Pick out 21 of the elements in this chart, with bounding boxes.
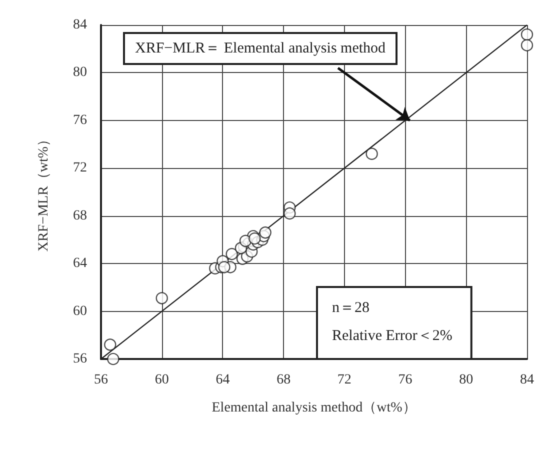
x-tick-label: 64 [216, 372, 230, 388]
x-tick-label: 76 [398, 372, 412, 388]
x-tick-label: 60 [154, 372, 169, 388]
y-tick-label: 64 [73, 256, 87, 272]
y-tick-label: 68 [73, 208, 87, 224]
annotation: XRF−MLR＝ Elemental analysis method [135, 40, 386, 56]
x-tick-label: 56 [94, 372, 108, 388]
x-axis-title: Elemental analysis method（wt%） [212, 400, 416, 416]
y-tick-label: 84 [73, 18, 87, 32]
x-tick-label: 72 [337, 372, 352, 388]
y-tick-label: 60 [73, 304, 87, 319]
x-tick-label: 68 [276, 372, 291, 388]
y-tick-label: 76 [73, 112, 87, 128]
x-tick-label: 80 [459, 372, 474, 388]
y-tick-label: 80 [73, 65, 87, 80]
y-tick-label: 72 [73, 160, 87, 176]
x-tick-label: 84 [520, 372, 534, 388]
annotation: Relative Error＜2% [332, 328, 452, 344]
y-axis-title: XRF−MLR（wt%） [36, 132, 52, 252]
y-tick-label: 56 [73, 352, 87, 366]
annotation: n＝28 [332, 300, 370, 316]
